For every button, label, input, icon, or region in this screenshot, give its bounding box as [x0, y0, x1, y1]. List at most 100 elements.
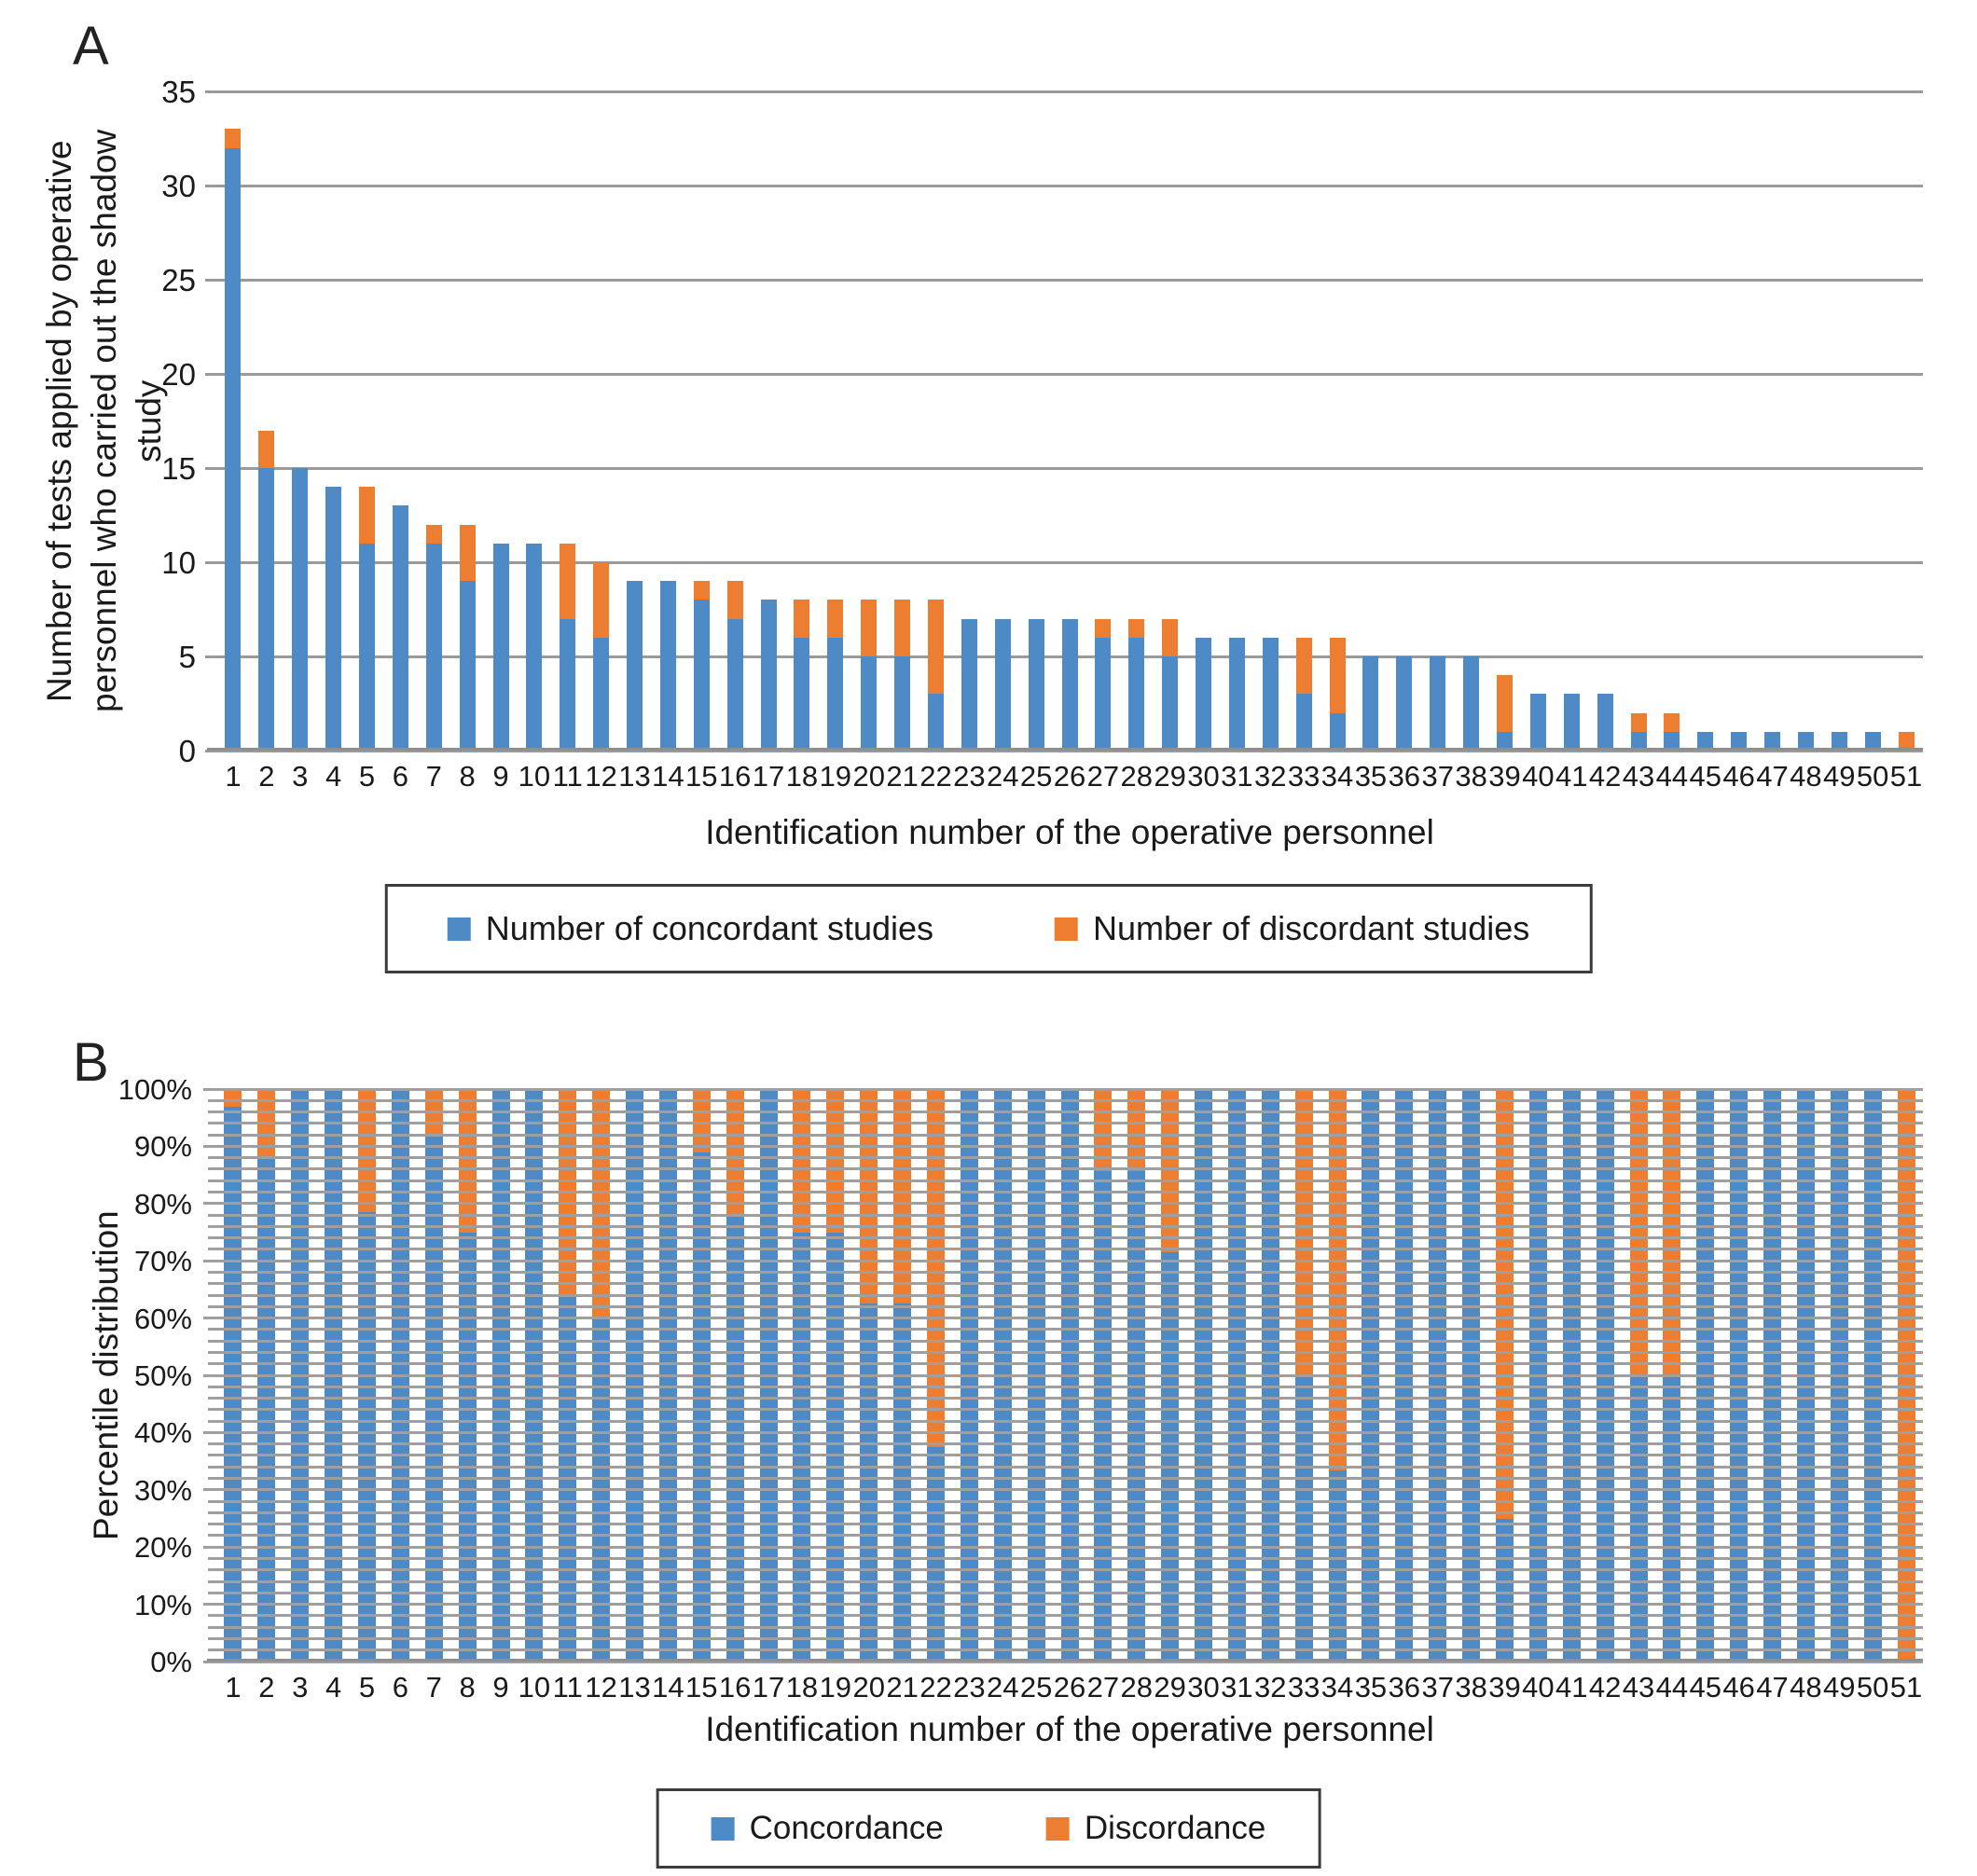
x-tick-label: 27 [1086, 1671, 1120, 1704]
y-tick-label: 30% [133, 1473, 192, 1507]
bar-discordance [458, 1089, 477, 1233]
x-tick-label: 48 [1790, 760, 1822, 793]
bar-concordant [1262, 637, 1279, 751]
bar-discordant [560, 543, 576, 619]
bar-concordant [1764, 731, 1781, 751]
bar-discordance [224, 1089, 242, 1107]
x-tick-label: 37 [1421, 1671, 1454, 1704]
bar-discordance [826, 1089, 845, 1233]
bar-concordance [692, 1152, 711, 1662]
bar-concordant [1664, 731, 1680, 751]
x-tick-label: 20 [852, 1671, 885, 1704]
bar-concordant [794, 637, 810, 751]
bar-concordant [593, 637, 610, 751]
bar-concordant [1697, 731, 1714, 751]
bar-concordant [1228, 637, 1245, 751]
x-tick-label: 12 [585, 760, 617, 793]
x-tick-label: 9 [492, 1671, 509, 1704]
x-tick-label: 38 [1455, 760, 1487, 793]
gridline [208, 1156, 1923, 1160]
x-tick-label: 23 [953, 760, 986, 793]
gridline [205, 749, 1923, 752]
x-tick-label: 2 [258, 1671, 275, 1704]
gridline [203, 1317, 1923, 1320]
y-tick-label: 60% [133, 1302, 192, 1335]
bar-concordance [1328, 1470, 1347, 1662]
gridline [208, 1350, 1923, 1354]
bar-concordant [325, 487, 342, 751]
x-tick-label: 7 [425, 760, 442, 793]
x-tick-label: 37 [1421, 760, 1454, 793]
bar-concordant [726, 618, 743, 751]
gridline [203, 1545, 1923, 1549]
x-tick-label: 24 [986, 1671, 1019, 1704]
x-tick-label: 45 [1689, 760, 1721, 793]
x-tick-label: 19 [819, 760, 852, 793]
panel-b-letter: B [73, 1032, 109, 1093]
legend-label-discordance: Discordance [1084, 1810, 1266, 1846]
x-tick-label: 25 [1019, 1671, 1053, 1704]
bar-discordant [1095, 618, 1112, 638]
x-axis-line [207, 748, 1923, 751]
bar-discordant [1898, 731, 1915, 751]
bar-discordant [1496, 675, 1513, 732]
bar-concordant [459, 581, 476, 751]
bar-concordant [492, 543, 509, 751]
y-tick-label: 50% [133, 1359, 192, 1392]
bar-concordant [861, 656, 878, 751]
x-tick-label: 44 [1655, 1671, 1689, 1704]
x-tick-label: 4 [325, 1671, 342, 1704]
discordance-swatch-icon [1045, 1816, 1070, 1841]
x-tick-label: 44 [1655, 760, 1689, 793]
x-tick-label: 36 [1388, 760, 1421, 793]
x-tick-label: 18 [785, 1671, 819, 1704]
gridline [208, 1556, 1923, 1560]
bar-concordant [1630, 731, 1647, 751]
bar-discordant [258, 430, 275, 468]
gridline [203, 1202, 1923, 1206]
bar-concordant [1128, 637, 1145, 751]
x-tick-label: 10 [518, 1671, 551, 1704]
gridline [208, 1465, 1923, 1469]
gridline [208, 1293, 1923, 1297]
x-tick-label: 1 [225, 760, 242, 793]
bar-concordance [224, 1106, 242, 1662]
bar-discordant [861, 600, 878, 656]
y-tick-label: 100% [118, 1073, 192, 1106]
y-tick-label: 90% [133, 1130, 192, 1164]
x-tick-label: 38 [1455, 1671, 1487, 1704]
gridline [203, 1373, 1923, 1377]
bar-discordant [726, 581, 743, 619]
x-tick-label: 32 [1254, 1671, 1287, 1704]
bar-concordant [225, 147, 242, 751]
bar-discordant [1329, 637, 1346, 713]
x-tick-label: 35 [1354, 760, 1388, 793]
bar-concordance [1495, 1518, 1514, 1662]
bar-concordant [994, 618, 1011, 751]
gridline [208, 1442, 1923, 1446]
panel-a-plot-area: 0 5 10 15 20 25 30 35 1 2 3 4 5 6 7 8 9 10 11 12 13 14 15 16 17 1… [161, 76, 1923, 791]
x-tick-label: 26 [1053, 760, 1086, 793]
x-tick-label: 8 [459, 760, 476, 793]
bar-discordance [726, 1089, 744, 1217]
bar-concordant [1362, 656, 1379, 751]
bar-concordance [357, 1211, 376, 1662]
x-tick-label: 51 [1889, 1671, 1923, 1704]
bar-concordant [358, 543, 375, 751]
gridline [205, 90, 1923, 93]
x-tick-label: 11 [552, 760, 583, 793]
bar-concordance [893, 1304, 912, 1662]
bar-concordant [1731, 731, 1748, 751]
x-tick-label: 29 [1154, 1671, 1186, 1704]
bar-concordant [894, 656, 911, 751]
gridline [205, 466, 1923, 470]
bar-discordant [1162, 618, 1179, 656]
gridline [208, 1591, 1923, 1594]
concordant-swatch-icon [447, 917, 471, 941]
gridline [208, 1304, 1923, 1308]
gridline [208, 1248, 1923, 1251]
bar-concordant [526, 543, 543, 751]
gridline [208, 1110, 1923, 1114]
bar-concordance [1161, 1252, 1180, 1662]
